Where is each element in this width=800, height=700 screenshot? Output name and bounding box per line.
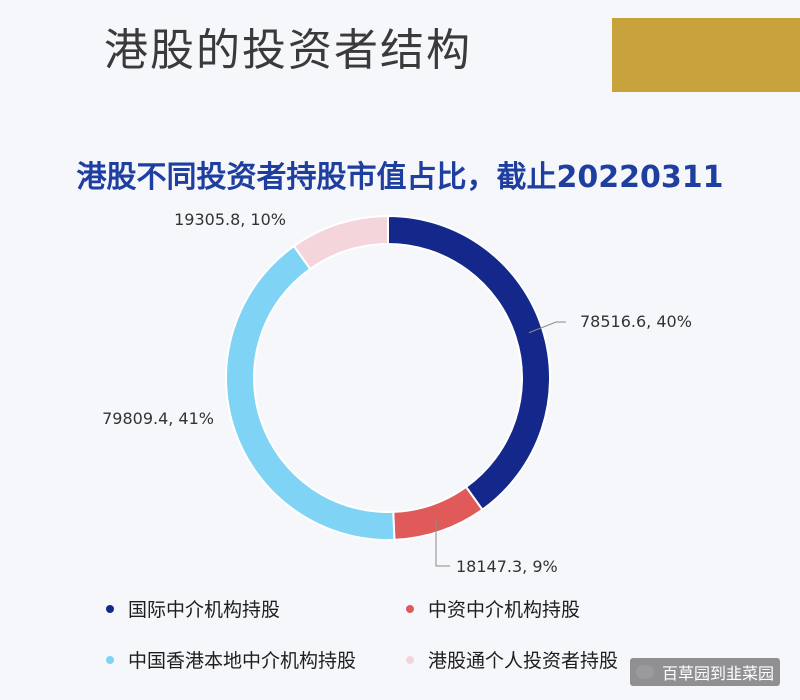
legend-swatch xyxy=(406,655,414,664)
donut-chart: 78516.6, 40% 18147.3, 9% 79809.4, 41% 19305… xyxy=(102,210,692,576)
accent-bar xyxy=(612,18,800,92)
donut-slice xyxy=(392,485,484,541)
legend-label: 国际中介机构持股 xyxy=(128,599,281,621)
donut-slice xyxy=(387,214,551,512)
legend-item-chinese: 中资中介机构持股 xyxy=(406,595,706,622)
legend-item-southbound: 港股通个人投资者持股 xyxy=(406,646,706,673)
leader-line xyxy=(528,321,566,334)
legend-item-international: 国际中介机构持股 xyxy=(106,595,406,622)
wechat-icon xyxy=(635,665,654,679)
legend-swatch xyxy=(106,604,114,613)
slide-title: 港股的投资者结构 xyxy=(104,25,472,76)
donut-slice xyxy=(225,244,396,541)
data-label: 78516.6, 40% xyxy=(580,312,692,331)
legend-label: 中国香港本地中介机构持股 xyxy=(128,650,357,672)
legend-label: 港股通个人投资者持股 xyxy=(428,650,619,672)
watermark-text: 百草园到韭菜园 xyxy=(661,664,774,683)
legend: 国际中介机构持股 中资中介机构持股 中国香港本地中介机构持股 港股通个人投资者持… xyxy=(106,595,706,673)
legend-label: 中资中介机构持股 xyxy=(428,599,581,621)
leader-line xyxy=(435,517,450,567)
data-label: 18147.3, 9% xyxy=(456,557,558,576)
donut-slice xyxy=(292,214,389,271)
watermark: 百草园到韭菜园 xyxy=(629,658,780,686)
data-label: 19305.8, 10% xyxy=(174,210,286,229)
data-label: 79809.4, 41% xyxy=(102,409,214,428)
chart-title: 港股不同投资者持股市值占比，截止20220311 xyxy=(76,160,724,195)
legend-swatch xyxy=(106,655,114,664)
legend-swatch xyxy=(406,604,414,613)
legend-item-hk-local: 中国香港本地中介机构持股 xyxy=(106,646,406,673)
